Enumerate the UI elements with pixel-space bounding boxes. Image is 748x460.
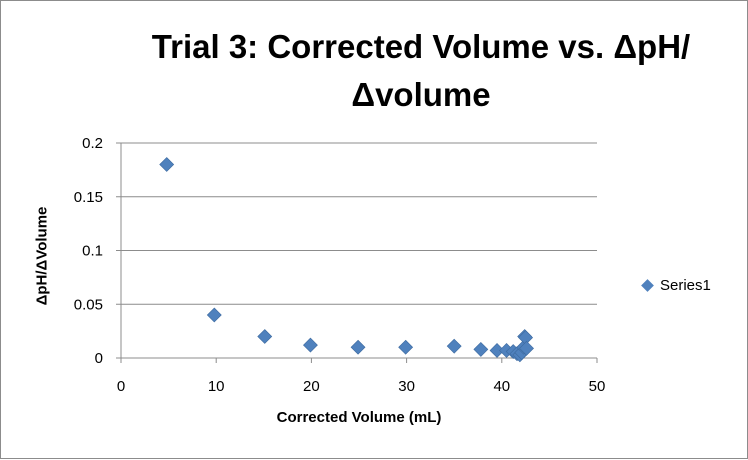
data-point [350,339,366,355]
chart-title-line-2: Δvolume [351,76,491,113]
y-tick-label: 0.05 [74,296,103,313]
data-point [159,157,175,172]
legend-label-series1: Series1 [660,277,711,294]
x-tick-labels: 0 10 20 30 40 50 [117,378,606,395]
data-point [446,338,462,354]
legend-marker-series1 [641,279,654,292]
x-tick-label: 10 [208,378,225,395]
data-point [398,339,414,355]
x-tick-label: 30 [398,378,415,395]
x-tick-label: 50 [589,378,606,395]
y-tick-label: 0 [95,350,103,367]
y-tick-label: 0.1 [82,243,103,260]
gridlines [121,142,597,305]
x-tick-label: 0 [117,378,125,395]
legend: Series1 [641,277,711,294]
y-tick-label: 0.2 [82,135,103,152]
chart-title-line-1: Trial 3: Corrected Volume vs. ΔpH/ [151,28,691,65]
data-point [206,307,222,323]
data-point [473,341,489,357]
data-point [303,337,318,353]
data-point [519,340,534,356]
data-point [257,329,273,344]
x-tick-label: 20 [303,378,320,395]
x-axis-label: Corrected Volume (mL) [276,409,442,426]
chart-title: Trial 3: Corrected Volume vs. ΔpH/ Δvolu… [111,23,731,119]
y-tick-label: 0.15 [74,189,103,206]
y-tick-labels: 0 0.05 0.1 0.15 0.2 [74,135,103,367]
x-tick-label: 40 [493,378,510,395]
data-points [159,157,534,363]
